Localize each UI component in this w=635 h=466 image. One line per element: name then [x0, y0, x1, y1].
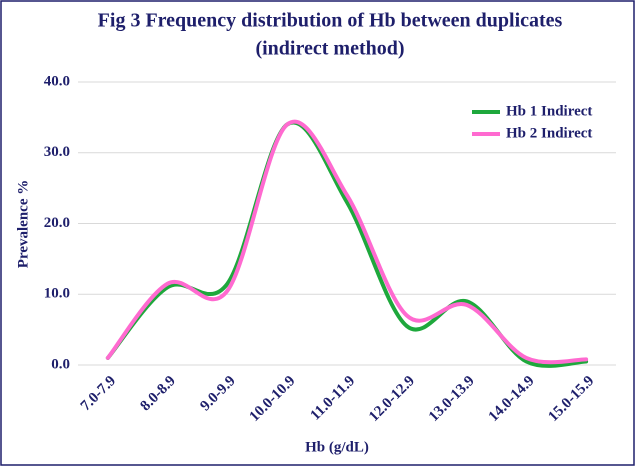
series-line	[105, 119, 589, 365]
y-tick-label: 30.0	[44, 144, 70, 160]
chart-title: (indirect method)	[255, 38, 404, 60]
legend-label: Hb 2 Indirect	[506, 125, 592, 141]
y-tick-label: 40.0	[44, 73, 70, 89]
y-tick-label: 10.0	[44, 286, 70, 302]
y-tick-label: 20.0	[44, 215, 70, 231]
y-axis-title: Prevalence %	[15, 180, 31, 268]
x-axis-title: Hb (g/dL)	[305, 439, 369, 455]
legend-label: Hb 1 Indirect	[506, 103, 592, 119]
y-tick-label: 0.0	[51, 356, 70, 372]
chart-title: Fig 3 Frequency distribution of Hb betwe…	[98, 10, 563, 32]
